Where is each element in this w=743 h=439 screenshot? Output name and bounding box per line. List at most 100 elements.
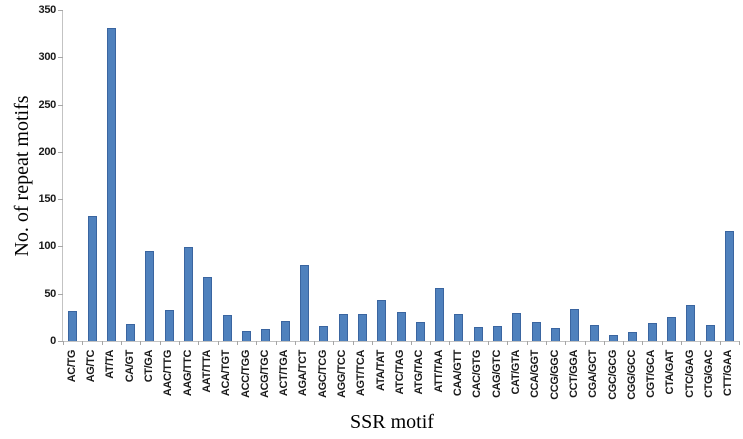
x-category-label: CGT/GCA (645, 350, 658, 398)
bar (415, 322, 425, 341)
x-axis-tick (333, 341, 335, 345)
x-axis-tick (178, 341, 180, 345)
y-axis-tick (58, 341, 63, 342)
y-tick-label: 0 (50, 335, 56, 347)
x-category-label: CAC/GTG (471, 350, 484, 398)
x-axis-tick (681, 341, 683, 345)
y-tick-label: 200 (38, 145, 57, 158)
x-axis-tick (603, 341, 605, 345)
x-axis-tick (198, 341, 200, 345)
x-axis-tick (275, 341, 277, 345)
x-axis-title: SSR motif (350, 411, 434, 433)
x-axis-tick (507, 341, 509, 345)
x-axis-tick (82, 341, 84, 345)
bar (164, 310, 174, 341)
x-category-label: CA/GT (123, 350, 136, 383)
bar (87, 216, 97, 341)
x-category-label: CGA/GCT (587, 350, 600, 398)
bar (512, 313, 522, 341)
x-axis-tick (545, 341, 547, 345)
bar (357, 314, 367, 341)
x-category-label: AT/TA (104, 350, 117, 379)
y-tick-label: 300 (38, 51, 57, 64)
bar (454, 314, 464, 341)
y-axis-tick (58, 293, 63, 295)
x-axis-tick (120, 341, 122, 345)
x-axis-tick (623, 341, 625, 345)
x-category-label: ATT/TAA (432, 350, 445, 393)
x-category-label: AGT/TCA (355, 350, 368, 397)
bar (396, 312, 406, 341)
x-category-label: CGC/GCG (606, 350, 619, 400)
x-category-label: ATG/TAC (413, 350, 426, 395)
x-axis-tick (140, 341, 142, 345)
y-tick-label: 100 (38, 240, 57, 253)
bar (299, 265, 309, 341)
x-category-label: ACC/TGG (239, 350, 252, 398)
x-category-label: CTT/GAA (722, 350, 735, 397)
x-axis-tick (236, 341, 238, 345)
x-axis-tick (430, 341, 431, 345)
bar (589, 325, 599, 341)
x-category-label: AAT/TTA (200, 350, 213, 393)
y-axis-tick (58, 199, 63, 201)
bar (319, 326, 329, 341)
bar (203, 277, 213, 341)
x-category-label: ACG/TGC (258, 350, 271, 398)
y-tick-label: 50 (44, 287, 56, 300)
x-category-label: CAT/GTA (509, 350, 522, 395)
x-axis-tick (739, 341, 740, 345)
x-category-label: ACA/TGT (220, 350, 233, 397)
x-axis-tick (719, 341, 721, 345)
x-axis-tick (526, 341, 528, 345)
bar (666, 317, 676, 341)
x-axis-tick (700, 341, 702, 345)
bar (280, 321, 290, 341)
x-axis-tick (391, 341, 393, 345)
bar (647, 323, 657, 341)
bar (473, 327, 483, 341)
x-category-label: AAC/TTG (162, 350, 175, 397)
y-tick-label: 150 (38, 193, 57, 206)
x-category-label: AGG/TCC (336, 350, 349, 398)
bar (435, 288, 445, 341)
bar (609, 335, 618, 341)
x-category-label: CCA/GGT (529, 350, 542, 398)
bar (377, 300, 387, 341)
x-category-label: AAG/TTC (181, 350, 194, 397)
bar (628, 332, 638, 341)
y-axis-title: No. of repeat motifs (11, 95, 33, 257)
y-axis-tick (58, 10, 63, 11)
x-category-label: CT/GA (142, 350, 155, 383)
bar (338, 314, 348, 341)
bar (222, 315, 232, 341)
x-category-label: AGC/TCG (316, 350, 329, 398)
x-category-label: CTG/GAC (703, 350, 715, 398)
x-category-label: CTA/GAT (664, 350, 677, 395)
bar (724, 231, 734, 341)
x-axis-tick (294, 341, 296, 345)
x-axis-tick (352, 341, 354, 345)
x-category-label: ACT/TGA (278, 350, 291, 397)
x-category-label: CAA/GTT (451, 350, 464, 397)
x-category-label: AC/TG (65, 350, 78, 383)
bar (686, 305, 696, 341)
bar (242, 331, 251, 341)
x-category-label: AG/TC (85, 350, 97, 383)
y-tick-label: 250 (38, 98, 57, 111)
bar (705, 325, 715, 341)
bar (68, 311, 78, 341)
y-axis-tick (58, 104, 63, 106)
y-axis-tick (58, 246, 63, 248)
x-axis-tick (159, 341, 161, 345)
x-category-label: CTC/GAG (683, 350, 696, 398)
x-category-label: ATA/TAT (374, 350, 387, 391)
bar (184, 247, 193, 341)
x-category-label: CCT/GGA (567, 350, 580, 398)
x-axis-tick (63, 341, 64, 345)
bar (145, 251, 155, 341)
bar (531, 322, 541, 341)
y-tick-label: 350 (38, 4, 57, 16)
x-category-label: AGA/TCT (297, 350, 310, 397)
